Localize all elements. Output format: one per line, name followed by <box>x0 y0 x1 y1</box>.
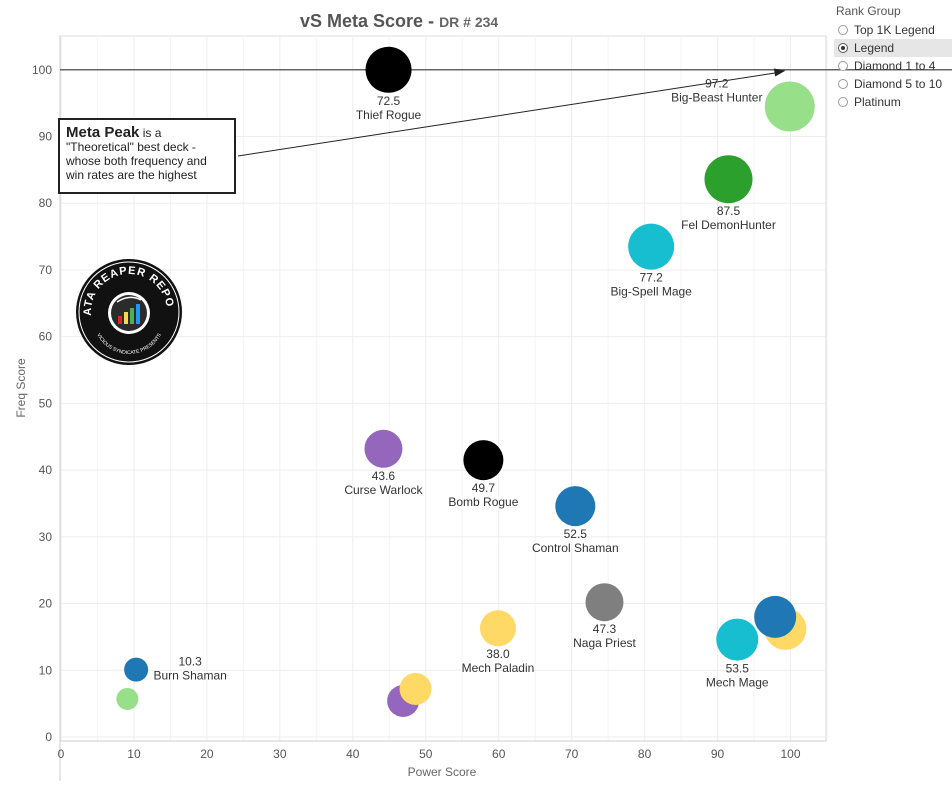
annotation-text: is a "Theoretical" best deck - whose bot… <box>66 126 207 182</box>
point-deck-label: Mech Paladin <box>462 661 535 675</box>
x-tick-label: 80 <box>638 747 652 761</box>
point-score-label: 53.5 <box>726 662 750 676</box>
meta-peak-annotation: Meta Peak is a "Theoretical" best deck -… <box>58 118 236 194</box>
logo-bar-green <box>130 308 134 324</box>
point-score-label: 49.7 <box>472 481 496 495</box>
logo-bar-blue <box>136 304 140 324</box>
x-tick-label: 50 <box>419 747 433 761</box>
x-tick-label: 0 <box>58 747 65 761</box>
x-tick-label: 60 <box>492 747 506 761</box>
point-deck-label: Mech Mage <box>706 676 769 690</box>
y-tick-label: 70 <box>39 263 53 277</box>
y-tick-label: 100 <box>32 63 52 77</box>
y-tick-label: 80 <box>39 196 53 210</box>
data-point <box>463 440 504 481</box>
legend-option[interactable]: Diamond 1 to 4 <box>834 57 952 75</box>
y-tick-label: 60 <box>39 330 53 344</box>
radio-icon[interactable] <box>838 43 848 53</box>
y-tick-label: 10 <box>39 663 53 677</box>
data-point <box>704 155 753 204</box>
logo-ring <box>78 261 180 363</box>
radio-icon[interactable] <box>838 61 848 71</box>
radio-icon[interactable] <box>838 97 848 107</box>
logo-bar-yellow <box>124 312 128 324</box>
point-score-label: 77.2 <box>639 271 663 285</box>
point-deck-label: Control Shaman <box>532 541 619 555</box>
legend-option-label: Diamond 1 to 4 <box>854 59 936 73</box>
x-axis-label: Power Score <box>408 765 477 779</box>
logo-inner-dark <box>111 295 147 331</box>
y-tick-label: 30 <box>39 530 53 544</box>
axis-ticks: 0 10 20 30 40 50 60 70 80 90 100 0 10 20 30 40 50 60 70 80 9… <box>32 63 801 761</box>
point-deck-label: Burn Shaman <box>153 669 226 683</box>
point-score-label: 43.6 <box>372 469 396 483</box>
x-tick-label: 30 <box>273 747 287 761</box>
x-tick-label: 10 <box>127 747 141 761</box>
logo-scythe-icon <box>116 296 142 303</box>
legend-option-label: Legend <box>854 41 895 55</box>
meta-peak-arrow-head <box>773 68 786 77</box>
point-deck-label: Big-Spell Mage <box>610 285 692 299</box>
x-tick-label: 20 <box>200 747 214 761</box>
radio-icon[interactable] <box>838 79 848 89</box>
y-axis-label: Freq Score <box>14 358 28 418</box>
legend-option-label: Platinum <box>854 95 901 109</box>
chart-title-separator: - <box>428 11 434 31</box>
y-tick-label: 90 <box>39 130 53 144</box>
x-tick-label: 70 <box>565 747 579 761</box>
y-tick-label: 50 <box>39 396 53 410</box>
point-score-label: 52.5 <box>564 527 588 541</box>
x-tick-label: 100 <box>780 747 800 761</box>
rank-group-legend: Rank Group Top 1K Legend Legend Diamond 1 … <box>834 4 952 111</box>
legend-option-label: Diamond 5 to 10 <box>854 77 943 91</box>
data-reaper-logo: DATA REAPER REPORT VICIOUS SYNDICATE PRE… <box>75 258 182 365</box>
point-deck-label: Naga Priest <box>573 636 636 650</box>
y-tick-label: 20 <box>39 597 53 611</box>
data-point <box>585 583 624 622</box>
data-point <box>399 672 432 705</box>
point-deck-label: Fel DemonHunter <box>681 218 776 232</box>
legend-title: Rank Group <box>836 4 901 18</box>
point-deck-label: Thief Rogue <box>356 108 422 122</box>
data-point <box>116 687 139 710</box>
chart-subtitle: DR # 234 <box>439 14 498 30</box>
legend-option[interactable]: Legend <box>834 39 952 57</box>
chart-title-text: vS Meta Score <box>300 11 423 31</box>
point-score-label: 72.5 <box>377 94 401 108</box>
data-points <box>116 46 815 717</box>
x-tick-label: 40 <box>346 747 360 761</box>
legend-option[interactable]: Top 1K Legend <box>834 21 952 39</box>
point-deck-label: Bomb Rogue <box>448 495 518 509</box>
legend-option-label: Top 1K Legend <box>854 23 935 37</box>
legend-option[interactable]: Platinum <box>834 93 952 111</box>
data-point <box>479 610 516 647</box>
legend-option[interactable]: Diamond 5 to 10 <box>834 75 952 93</box>
point-deck-label: Big-Beast Hunter <box>671 90 762 104</box>
y-tick-label: 40 <box>39 463 53 477</box>
logo-bar-red <box>118 316 122 324</box>
point-score-label: 10.3 <box>178 655 202 669</box>
annotation-bold-text: Meta Peak <box>66 124 140 141</box>
y-tick-label: 0 <box>45 730 52 744</box>
point-deck-label: Curse Warlock <box>344 483 423 497</box>
data-point <box>365 46 412 93</box>
radio-icon[interactable] <box>838 25 848 35</box>
point-score-label: 38.0 <box>486 647 510 661</box>
data-point <box>364 429 403 468</box>
x-tick-label: 90 <box>711 747 725 761</box>
point-score-label: 97.2 <box>705 76 729 90</box>
meta-peak-arrow <box>237 72 778 157</box>
data-point <box>628 223 675 270</box>
data-point <box>764 81 815 132</box>
data-point <box>124 657 149 682</box>
point-score-label: 47.3 <box>593 622 617 636</box>
point-score-label: 87.5 <box>717 204 741 218</box>
chart-title: vS Meta Score - DR # 234 <box>300 11 498 31</box>
data-point <box>716 618 759 661</box>
data-point <box>555 486 596 527</box>
legend-items: Top 1K Legend Legend Diamond 1 to 4 Diamond… <box>834 21 952 111</box>
data-point <box>754 595 797 638</box>
